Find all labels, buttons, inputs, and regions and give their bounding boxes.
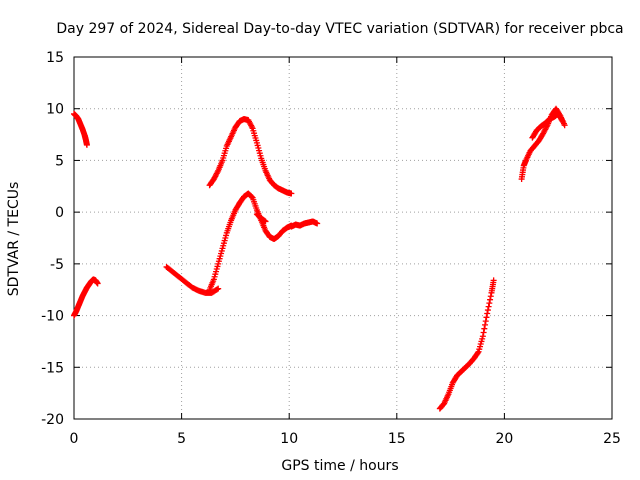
- y-tick-label: 0: [55, 205, 64, 221]
- series-arc-5: [253, 211, 269, 225]
- axis-ticks: [73, 56, 613, 420]
- data-point: [262, 218, 269, 225]
- data-point: [214, 286, 221, 293]
- x-axis-title: GPS time / hours: [281, 458, 398, 474]
- x-tick-labels: 0 5 10 15 20 25: [70, 431, 621, 447]
- data-point: [484, 310, 491, 317]
- data-point: [479, 333, 486, 340]
- data-point: [480, 329, 487, 336]
- series-arc-8: [436, 277, 497, 412]
- y-tick-label: -15: [41, 360, 64, 376]
- data-point: [487, 296, 494, 303]
- data-point: [215, 285, 222, 292]
- data-point: [486, 300, 493, 307]
- y-tick-label: 15: [46, 50, 64, 66]
- y-axis-title: SDTVAR / TECUs: [6, 182, 22, 297]
- series-arc-1: [71, 110, 90, 148]
- data-point: [558, 116, 565, 123]
- data-point: [482, 321, 489, 328]
- series-arc-7: [206, 116, 295, 197]
- x-tick-label: 5: [177, 431, 186, 447]
- y-tick-label: -10: [41, 309, 64, 325]
- y-tick-labels: -20 -15 -10 -5 0 5 10 15: [41, 50, 64, 428]
- y-tick-label: 10: [46, 102, 64, 118]
- plot-frame: [73, 56, 613, 420]
- x-tick-label: 25: [603, 431, 621, 447]
- data-point: [288, 190, 295, 197]
- series-arc-3: [163, 263, 222, 296]
- data-point: [561, 122, 568, 129]
- data-point: [482, 318, 489, 325]
- data-point: [484, 307, 491, 314]
- data-point: [485, 303, 492, 310]
- data-point: [94, 280, 101, 287]
- x-tick-label: 15: [388, 431, 406, 447]
- data-point: [483, 314, 490, 321]
- data-point: [490, 277, 497, 284]
- data-points: [71, 105, 568, 412]
- series-arc-2: [71, 276, 101, 319]
- x-tick-label: 20: [495, 431, 513, 447]
- data-point: [559, 118, 566, 125]
- series-arc-4: [206, 190, 295, 293]
- series-arc-10: [529, 110, 566, 141]
- series-arc-6: [288, 218, 321, 230]
- chart-title: Day 297 of 2024, Sidereal Day-to-day VTE…: [56, 21, 623, 37]
- grid-lines: [74, 57, 612, 419]
- y-tick-label: 5: [55, 153, 64, 169]
- x-tick-label: 0: [70, 431, 79, 447]
- x-tick-label: 10: [280, 431, 298, 447]
- y-tick-label: -5: [50, 257, 64, 273]
- y-tick-label: -20: [41, 412, 64, 428]
- data-point: [481, 325, 488, 332]
- data-point: [474, 349, 481, 356]
- data-point: [487, 293, 494, 300]
- data-point: [83, 141, 90, 148]
- data-point: [314, 220, 321, 227]
